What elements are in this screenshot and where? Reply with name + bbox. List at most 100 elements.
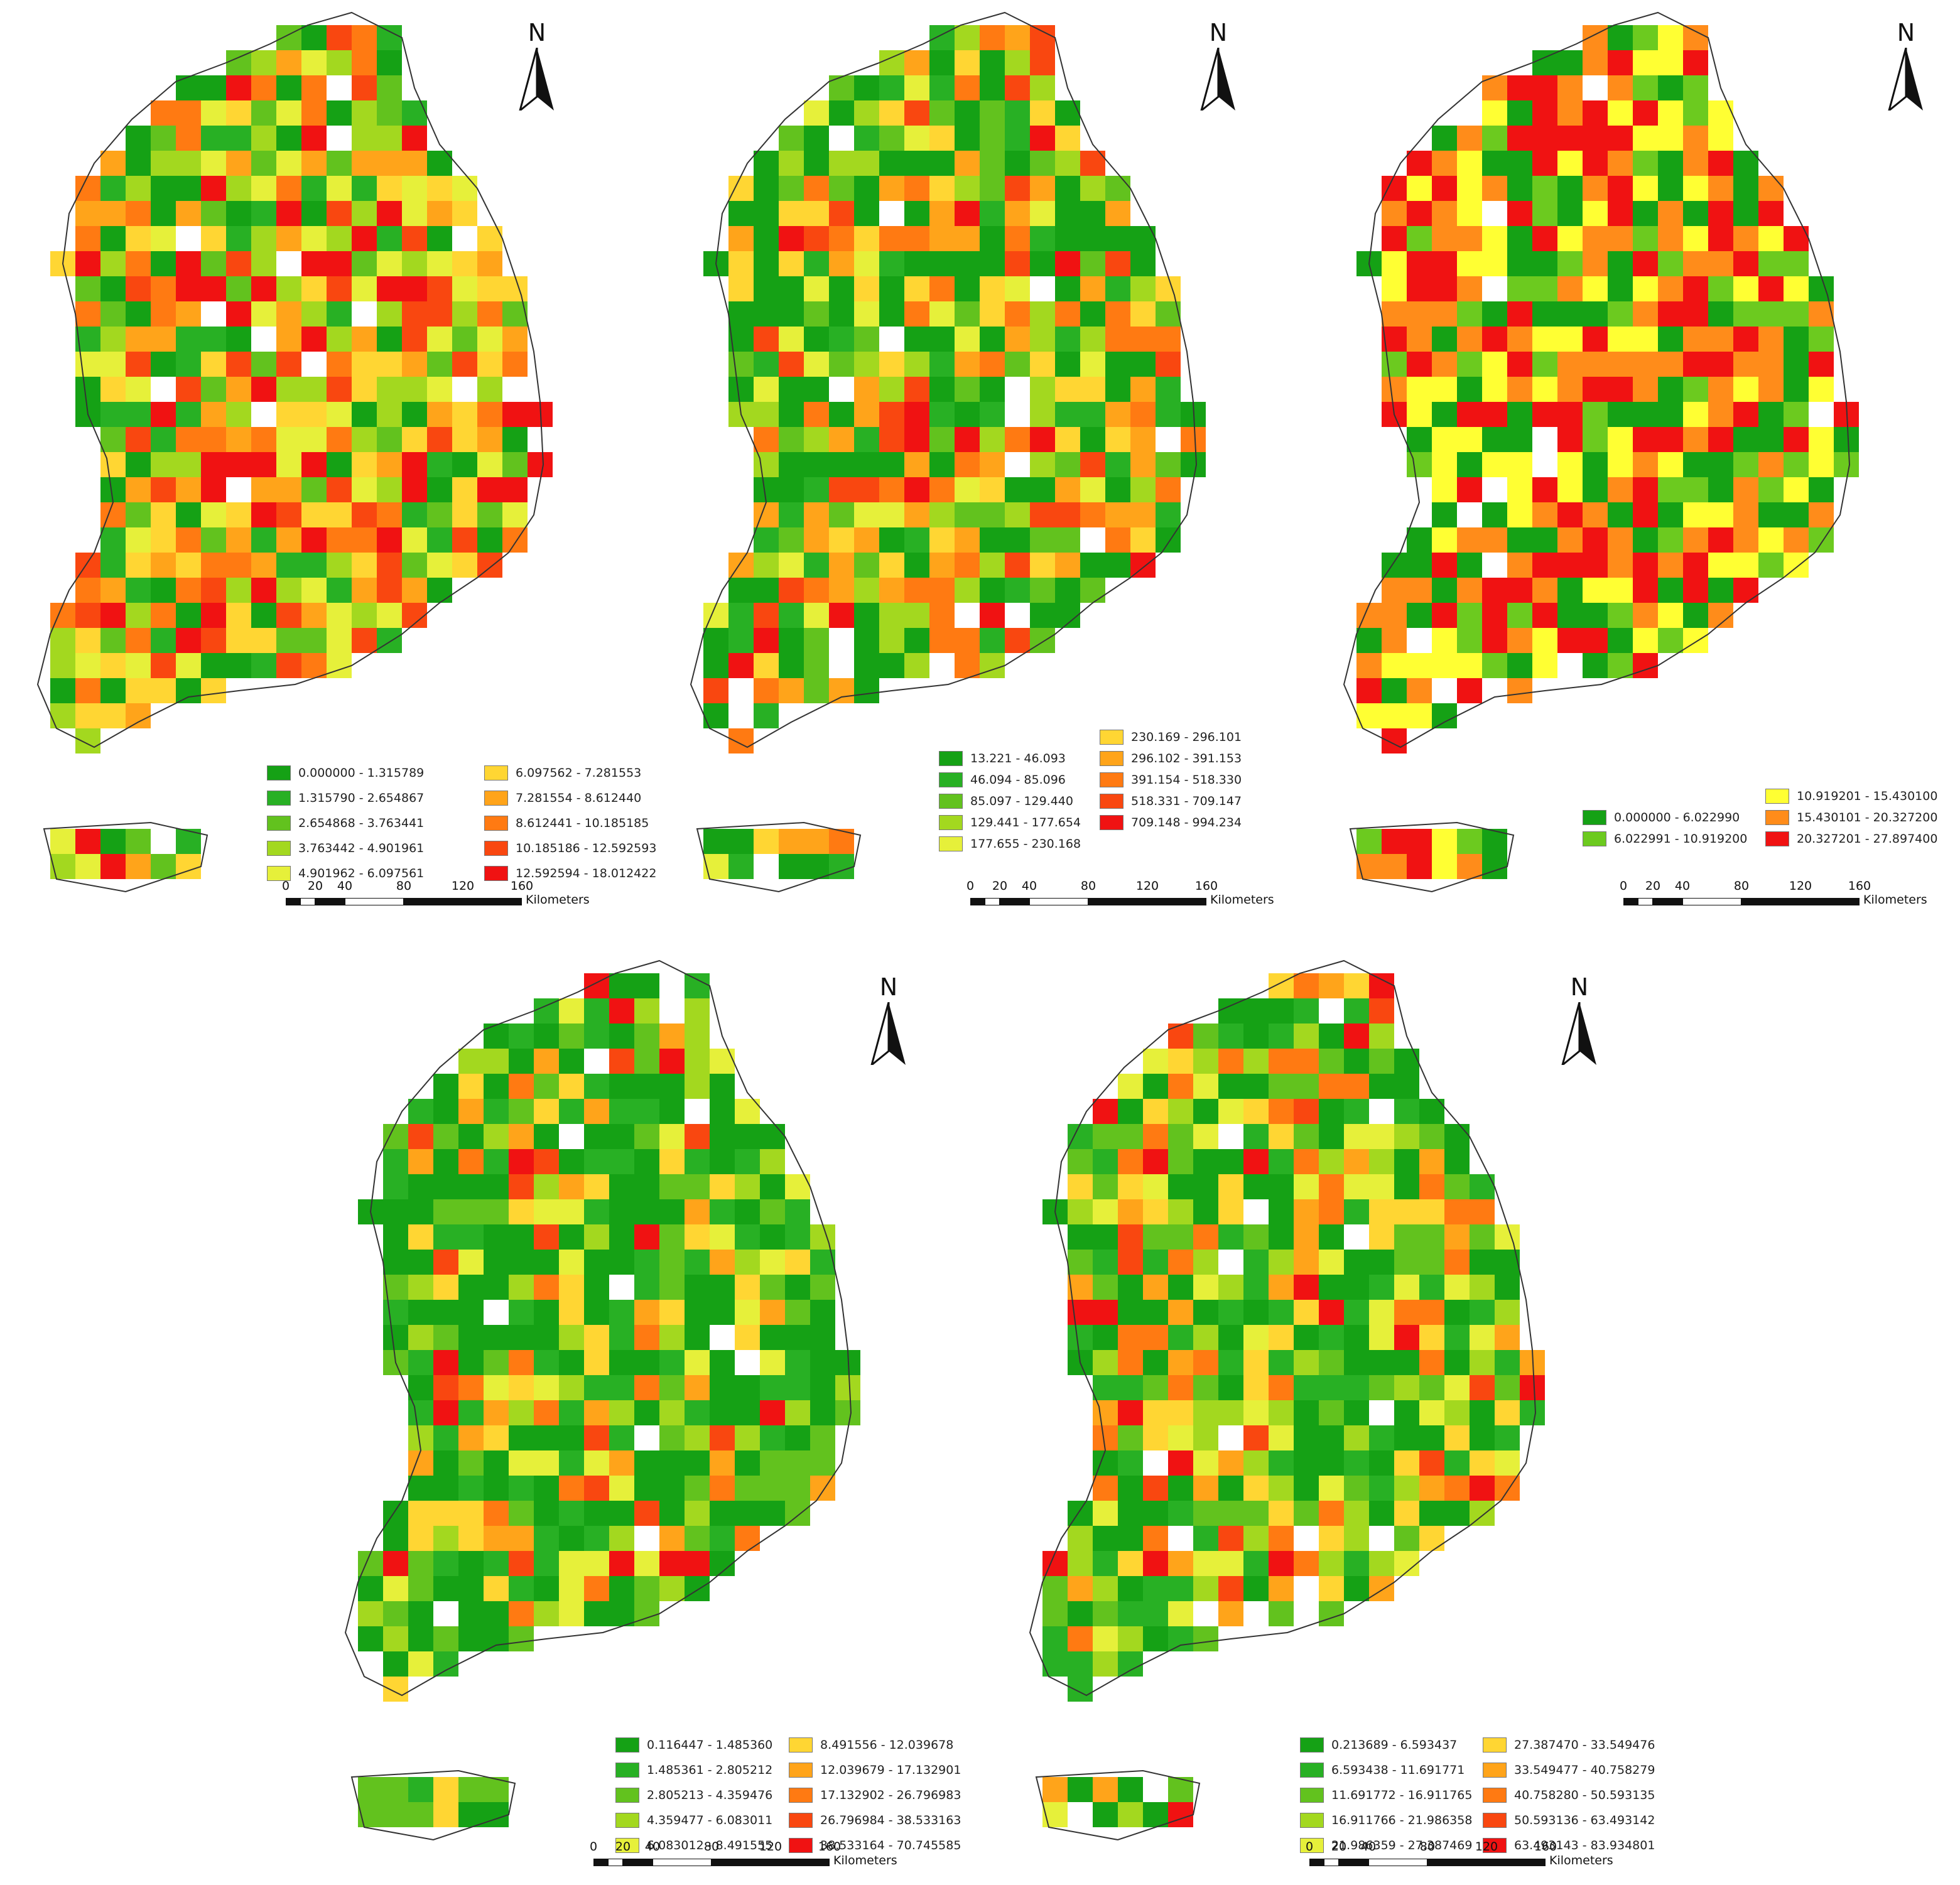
grid-cell [1432, 377, 1457, 402]
grid-cell [1118, 1350, 1143, 1375]
grid-cell [1319, 1501, 1344, 1526]
grid-cell [301, 176, 327, 201]
north-arrow: N [1196, 19, 1240, 111]
grid-cell [685, 1450, 710, 1476]
grid-cell [427, 402, 452, 427]
grid-cell [1658, 553, 1683, 578]
grid-cell [251, 452, 276, 477]
grid-cell [879, 578, 904, 603]
grid-cell [584, 1350, 609, 1375]
grid-cell [433, 1074, 458, 1099]
grid-cell [955, 628, 980, 653]
grid-cell [1457, 452, 1482, 477]
grid-cell [1444, 1450, 1470, 1476]
grid-cell [1733, 377, 1758, 402]
grid-cell [810, 1450, 835, 1476]
grid-cell [1080, 377, 1105, 402]
grid-cell [1583, 176, 1608, 201]
grid-cell [685, 1350, 710, 1375]
grid-cell [528, 452, 553, 477]
grid-cell [1394, 1149, 1419, 1174]
grid-cell [609, 1450, 634, 1476]
grid-cell [1243, 1400, 1269, 1425]
grid-cell [1093, 1099, 1118, 1124]
grid-cell [377, 452, 402, 477]
grid-cell [1809, 477, 1834, 502]
grid-cell [176, 502, 201, 527]
grid-cell [1344, 1400, 1369, 1425]
grid-cell [1093, 1526, 1118, 1551]
grid-cell [126, 678, 151, 703]
grid-cell [226, 527, 251, 553]
grid-cell [1583, 201, 1608, 226]
legend-swatch [267, 765, 291, 780]
grid-cell [1369, 1124, 1394, 1149]
grid-cell [1068, 1651, 1093, 1677]
grid-cell [1444, 1501, 1470, 1526]
grid-cell [1356, 829, 1382, 854]
grid-cell [1608, 377, 1633, 402]
grid-cell [1382, 653, 1407, 678]
grid-cell [327, 327, 352, 352]
grid-cell [1758, 201, 1784, 226]
grid-cell [1143, 1802, 1168, 1827]
grid-cell [1633, 653, 1658, 678]
grid-cell [1218, 1325, 1243, 1350]
grid-cell [1557, 50, 1583, 75]
grid-cell [201, 402, 226, 427]
grid-cell [1583, 402, 1608, 427]
grid-cell [408, 1224, 433, 1250]
grid-cell [408, 1174, 433, 1199]
grid-cell [458, 1777, 484, 1802]
grid-cell [1683, 377, 1708, 402]
grid-cell [1532, 628, 1557, 653]
grid-cell [1557, 502, 1583, 527]
grid-cell [1708, 251, 1733, 276]
grid-cell [879, 402, 904, 427]
grid-cell [408, 1250, 433, 1275]
grid-cell [879, 226, 904, 251]
grid-cell [126, 477, 151, 502]
grid-cell [509, 1024, 534, 1049]
grid-cell [458, 1476, 484, 1501]
grid-cell [408, 1551, 433, 1576]
grid-cell [1080, 201, 1105, 226]
grid-cell [634, 1199, 659, 1224]
legend-item: 7.281554 - 8.612440 [484, 789, 685, 807]
grid-cell [659, 1124, 685, 1149]
grid-cell [1457, 477, 1482, 502]
grid-cell [1407, 301, 1432, 327]
grid-cell [559, 1450, 584, 1476]
grid-cell [484, 1576, 509, 1601]
grid-cell [754, 327, 779, 352]
grid-cell [352, 176, 377, 201]
grid-cell [609, 1325, 634, 1350]
grid-cell [879, 251, 904, 276]
grid-cell [484, 1074, 509, 1099]
grid-cell [1042, 1601, 1068, 1626]
grid-cell [301, 75, 327, 100]
legend-label: 10.185186 - 12.592593 [516, 841, 657, 855]
grid-cell [1507, 226, 1532, 251]
grid-cell [1482, 151, 1507, 176]
grid-cell [710, 1174, 735, 1199]
grid-cell [1118, 1149, 1143, 1174]
grid-cell [1344, 1576, 1369, 1601]
legend-item: 40.758280 - 50.593135 [1483, 1786, 1655, 1805]
grid-cell [251, 603, 276, 628]
grid-cell [1532, 100, 1557, 126]
grid-cell [685, 1325, 710, 1350]
grid-cell [1419, 1501, 1444, 1526]
grid-cell [584, 1601, 609, 1626]
grid-cell [559, 1250, 584, 1275]
grid-cell [1193, 1024, 1218, 1049]
grid-cell [1055, 527, 1080, 553]
grid-cell [327, 176, 352, 201]
grid-cell [1344, 1476, 1369, 1501]
grid-cell [1382, 251, 1407, 276]
grid-cell [609, 1551, 634, 1576]
grid-cell [1758, 276, 1784, 301]
grid-cell [226, 251, 251, 276]
grid-cell [484, 1350, 509, 1375]
grid-cell [1733, 553, 1758, 578]
